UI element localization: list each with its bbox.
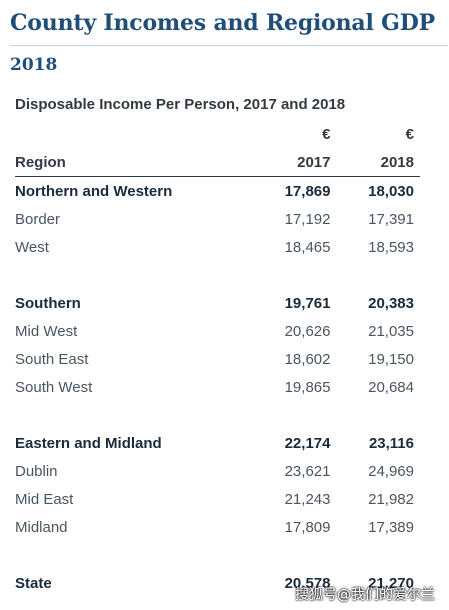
column-header-2018: 2018: [330, 148, 420, 177]
table-row: Southern 19,761 20,383: [15, 289, 420, 317]
region-name: Midland: [15, 518, 68, 536]
table-row: Midland 17,809 17,389: [15, 513, 420, 541]
value-2017: 20,626: [284, 322, 331, 340]
table-row: South East 18,602 19,150: [15, 345, 420, 373]
year-heading: 2018: [10, 55, 58, 75]
table-row: State 20,578 21,270: [15, 569, 420, 597]
value-2017: 17,192: [284, 210, 331, 228]
value-2018: 19,150: [368, 350, 414, 368]
table-row: Mid East 21,243 21,982: [15, 485, 420, 513]
spacer-row: [15, 261, 420, 289]
currency-symbol-2018: €: [405, 125, 414, 143]
value-2017: 17,809: [284, 518, 331, 536]
value-2017: 23,621: [284, 462, 331, 480]
value-2017: 21,243: [284, 490, 331, 508]
table-row: Northern and Western 17,869 18,030: [15, 177, 420, 206]
value-2017: 17,869: [284, 182, 331, 200]
table-row: West 18,465 18,593: [15, 233, 420, 261]
value-2018: 17,389: [368, 518, 414, 536]
currency-symbol-2017: €: [322, 125, 331, 143]
value-2017: 19,865: [284, 378, 331, 396]
region-name: South West: [15, 378, 93, 396]
watermark: 搜狐号@我们的爱尔兰: [295, 587, 435, 603]
value-2018: 20,383: [368, 294, 414, 312]
region-name: Dublin: [15, 462, 58, 480]
region-name: State: [15, 574, 52, 592]
value-2017: 19,761: [284, 294, 331, 312]
value-2017: 20,578: [284, 574, 331, 592]
column-header-region: Region: [15, 148, 257, 177]
region-name: West: [15, 238, 49, 256]
value-2018: 24,969: [368, 462, 414, 480]
column-header-2017: 2017: [256, 148, 331, 177]
income-table: € € Region 2017 2018 Northern and Wester…: [15, 120, 420, 597]
region-name: Eastern and Midland: [15, 434, 162, 452]
region-name: Mid East: [15, 490, 74, 508]
spacer-row: [15, 401, 420, 429]
table-caption: Disposable Income Per Person, 2017 and 2…: [15, 96, 346, 113]
value-2018: 18,593: [368, 238, 414, 256]
value-2018: 18,030: [368, 182, 414, 200]
value-2017: 22,174: [284, 434, 331, 452]
table-row: Mid West 20,626 21,035: [15, 317, 420, 345]
header-row: Region 2017 2018: [15, 148, 420, 177]
region-name: Southern: [15, 294, 81, 312]
table-row: South West 19,865 20,684: [15, 373, 420, 401]
value-2018: 21,035: [368, 322, 414, 340]
value-2018: 20,684: [368, 378, 414, 396]
region-name: Northern and Western: [15, 182, 173, 200]
value-2018: 23,116: [368, 434, 414, 452]
region-name: South East: [15, 350, 89, 368]
value-2017: 18,465: [284, 238, 331, 256]
page-title: County Incomes and Regional GDP: [10, 10, 435, 36]
table-row: Dublin 23,621 24,969: [15, 457, 420, 485]
region-name: Mid West: [15, 322, 78, 340]
table-row: Border 17,192 17,391: [15, 205, 420, 233]
spacer-row: [15, 541, 420, 569]
value-2017: 18,602: [284, 350, 331, 368]
table-row: Eastern and Midland 22,174 23,116: [15, 429, 420, 457]
value-2018: 21,982: [368, 490, 414, 508]
currency-row: € €: [15, 120, 420, 148]
value-2018: 17,391: [368, 210, 414, 228]
value-2018: 21,270: [368, 574, 414, 592]
title-divider: [10, 45, 448, 46]
region-name: Border: [15, 210, 61, 228]
